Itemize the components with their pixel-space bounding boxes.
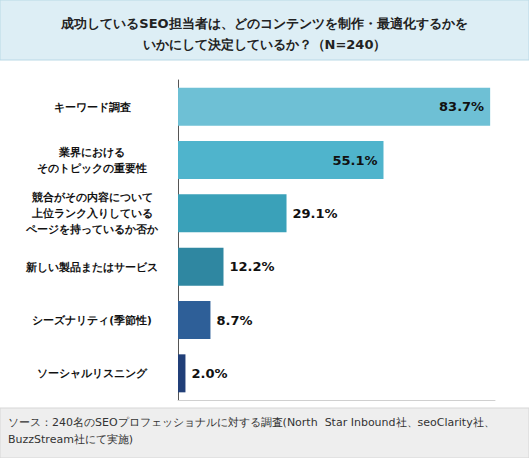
svg-text:新しい製品またはサービス: 新しい製品またはサービス — [25, 261, 158, 273]
svg-text:業界における: 業界における — [58, 146, 125, 159]
svg-text:上位ランク入りしている: 上位ランク入りしている — [31, 207, 153, 220]
svg-text:2.0%: 2.0% — [191, 366, 227, 381]
svg-text:8.7%: 8.7% — [216, 313, 252, 328]
svg-text:29.1%: 29.1% — [293, 206, 338, 221]
svg-text:55.1%: 55.1% — [332, 153, 377, 168]
svg-text:競合がその内容について: 競合がその内容について — [31, 191, 153, 204]
svg-text:83.7%: 83.7% — [439, 99, 484, 114]
svg-text:いかにして決定しているか？（N=240）: いかにして決定しているか？（N=240） — [143, 37, 387, 52]
svg-text:そのトピックの重要性: そのトピックの重要性 — [37, 162, 147, 175]
svg-text:成功しているSEO担当者は、どのコンテンツを制作・最適化する: 成功しているSEO担当者は、どのコンテンツを制作・最適化するかを — [60, 16, 467, 31]
svg-text:12.2%: 12.2% — [229, 259, 274, 274]
svg-text:シーズナリティ(季節性): シーズナリティ(季節性) — [32, 314, 152, 326]
svg-text:BuzzStream社にて実施): BuzzStream社にて実施) — [8, 433, 133, 446]
svg-text:キーワード調査: キーワード調査 — [54, 101, 131, 113]
svg-text:ページを持っているか否か: ページを持っているか否か — [25, 223, 159, 235]
svg-text:ソーシャルリスニング: ソーシャルリスニング — [37, 367, 148, 379]
svg-text:ソース：240名のSEOプロフェッショナルに対する調査(No: ソース：240名のSEOプロフェッショナルに対する調査(North Star I… — [8, 416, 495, 429]
